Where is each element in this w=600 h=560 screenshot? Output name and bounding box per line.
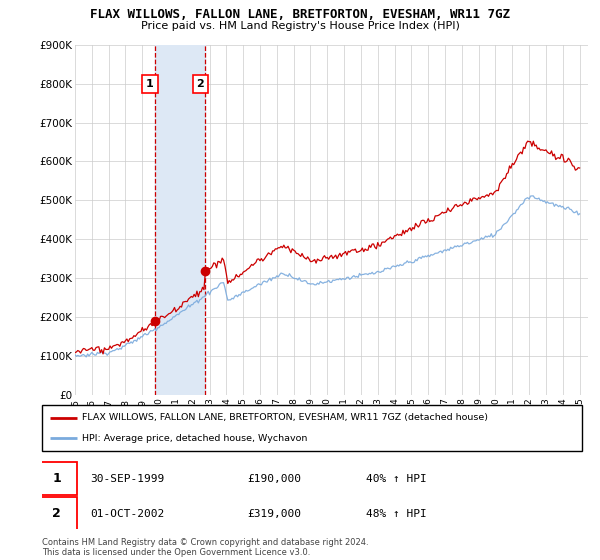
Text: Price paid vs. HM Land Registry's House Price Index (HPI): Price paid vs. HM Land Registry's House … xyxy=(140,21,460,31)
Text: 30-SEP-1999: 30-SEP-1999 xyxy=(91,474,165,484)
Text: 40% ↑ HPI: 40% ↑ HPI xyxy=(366,474,427,484)
Text: Contains HM Land Registry data © Crown copyright and database right 2024.
This d: Contains HM Land Registry data © Crown c… xyxy=(42,538,368,557)
Text: 1: 1 xyxy=(146,79,154,88)
Text: 2: 2 xyxy=(196,79,204,88)
FancyBboxPatch shape xyxy=(37,497,77,530)
Text: HPI: Average price, detached house, Wychavon: HPI: Average price, detached house, Wych… xyxy=(83,434,308,443)
Text: £319,000: £319,000 xyxy=(247,509,301,519)
Text: 48% ↑ HPI: 48% ↑ HPI xyxy=(366,509,427,519)
Text: FLAX WILLOWS, FALLON LANE, BRETFORTON, EVESHAM, WR11 7GZ: FLAX WILLOWS, FALLON LANE, BRETFORTON, E… xyxy=(90,8,510,21)
Text: 01-OCT-2002: 01-OCT-2002 xyxy=(91,509,165,519)
Text: 2: 2 xyxy=(52,507,61,520)
FancyBboxPatch shape xyxy=(37,463,77,495)
Bar xyxy=(155,45,205,395)
FancyBboxPatch shape xyxy=(42,405,582,451)
Text: 1: 1 xyxy=(52,472,61,486)
Text: £190,000: £190,000 xyxy=(247,474,301,484)
Text: FLAX WILLOWS, FALLON LANE, BRETFORTON, EVESHAM, WR11 7GZ (detached house): FLAX WILLOWS, FALLON LANE, BRETFORTON, E… xyxy=(83,413,488,422)
